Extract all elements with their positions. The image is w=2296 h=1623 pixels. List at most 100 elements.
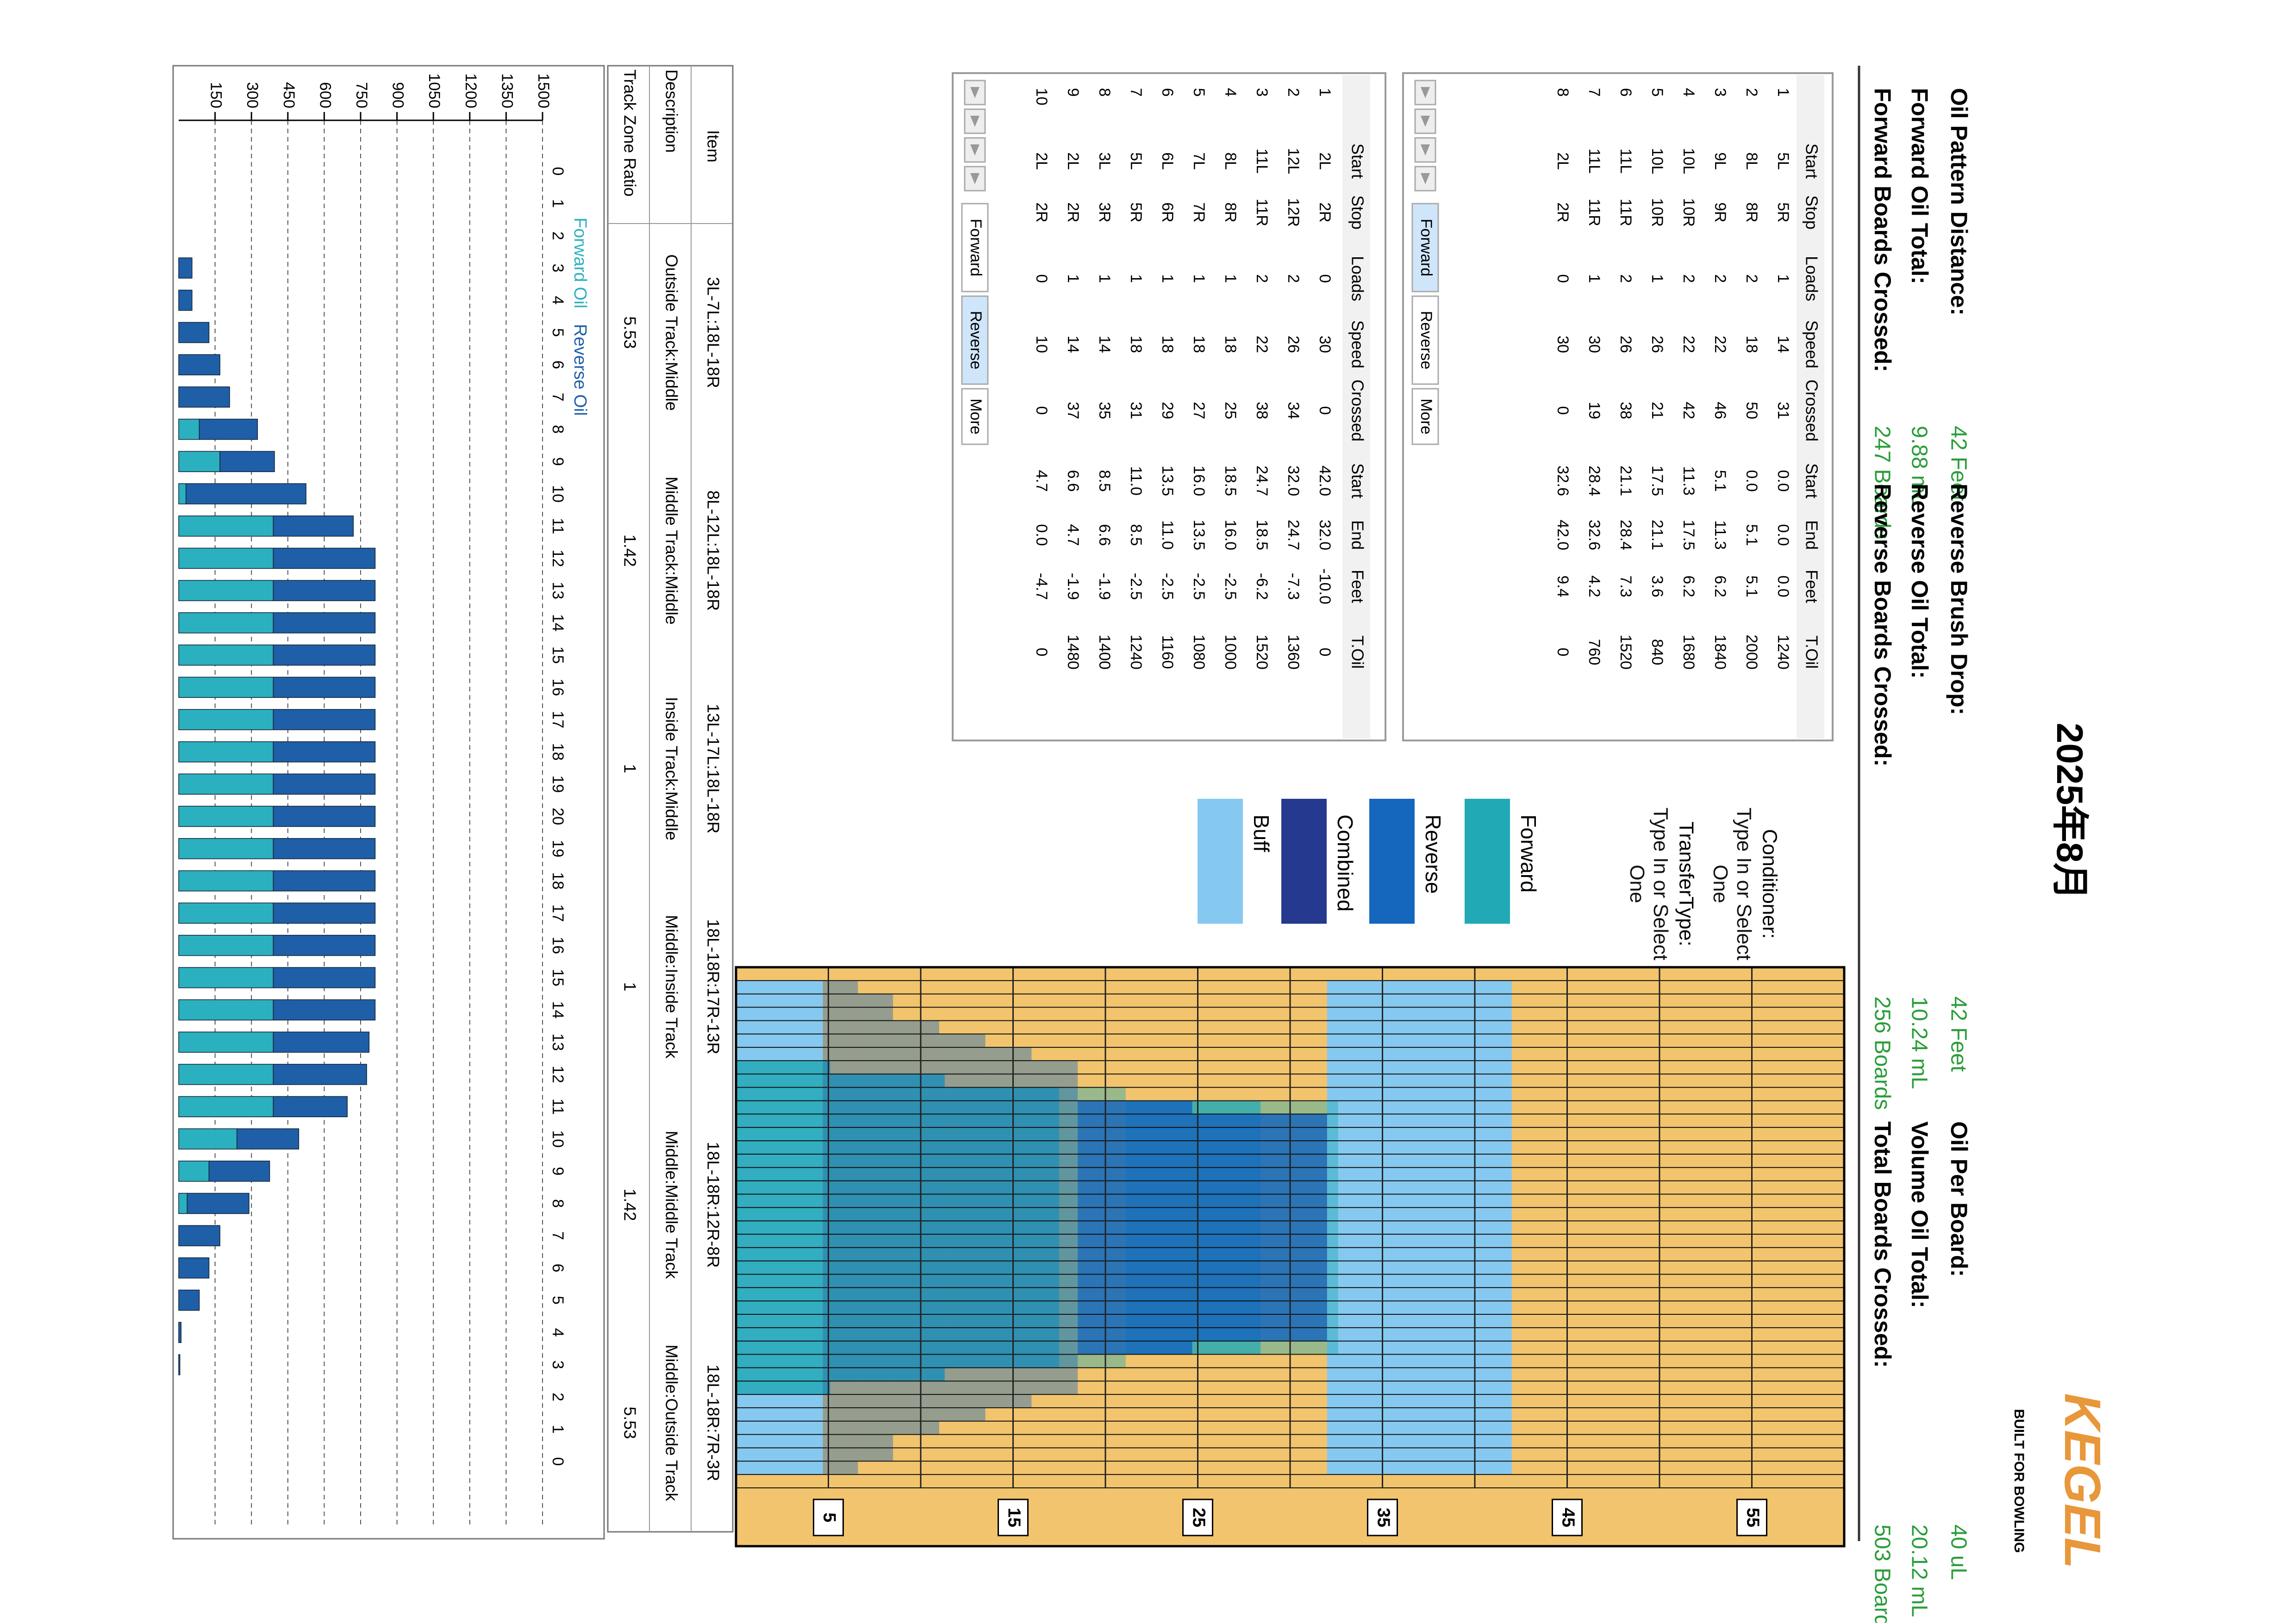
- table-cell: 2R: [1316, 202, 1334, 222]
- oil-load: [830, 1074, 945, 1381]
- zone-row-header: Track Zone Ratio: [620, 69, 639, 197]
- table-cell: 18: [1159, 336, 1176, 353]
- table-cell: 4.7: [1033, 470, 1050, 491]
- table-cell: 2: [1617, 274, 1635, 283]
- table-cell: 2R: [1033, 202, 1050, 222]
- bar: [273, 709, 376, 730]
- table-cell: 7.3: [1617, 575, 1635, 597]
- table-cell: 10R: [1648, 198, 1666, 227]
- column-header: End: [1348, 520, 1367, 550]
- tab[interactable]: [1411, 388, 1439, 445]
- bar: [273, 935, 376, 956]
- bar: [178, 644, 274, 666]
- table-cell: 26: [1285, 336, 1302, 353]
- table-header-bg: [1342, 75, 1370, 739]
- x-tick-label: 1: [549, 1425, 567, 1434]
- legend-label: Buff: [1249, 815, 1273, 852]
- zone-cell: Outside Track:Middle: [662, 255, 681, 411]
- table-cell: 10L: [1648, 148, 1666, 174]
- bar: [178, 386, 230, 408]
- table-cell: 2: [1743, 274, 1760, 283]
- table-cell: 29: [1159, 402, 1176, 419]
- table-cell: 8R: [1743, 202, 1760, 222]
- table-cell: 6.6: [1096, 524, 1113, 546]
- column-header: Speed: [1348, 320, 1367, 368]
- table-cell: 5L: [1127, 152, 1145, 170]
- column-header: T.Oil: [1802, 635, 1821, 669]
- bar: [178, 902, 274, 924]
- bar: [178, 290, 193, 311]
- tab[interactable]: [961, 295, 989, 385]
- table-cell: 21.1: [1617, 466, 1635, 496]
- table-cell: -2.5: [1190, 573, 1208, 600]
- distance-box: [1552, 1499, 1583, 1536]
- table-cell: 11L: [1253, 149, 1271, 174]
- table-cell: 17.5: [1680, 520, 1697, 550]
- table-cell: 7L: [1190, 152, 1208, 170]
- field-value[interactable]: Type In or Select One: [1626, 807, 1672, 961]
- zone-cell: Inside Track:Middle: [662, 697, 681, 840]
- column-header: Feet: [1802, 570, 1821, 603]
- table-cell: 16.0: [1190, 466, 1208, 496]
- field-box: Type In or Select One: [1709, 807, 1755, 961]
- bar: [178, 999, 274, 1020]
- scroll-arrow: [970, 173, 980, 184]
- table-cell: 0.0: [1774, 470, 1792, 491]
- column-header: Feet: [1348, 570, 1367, 603]
- tab[interactable]: [1411, 295, 1439, 385]
- bar: [273, 967, 376, 989]
- stat-label: Total Boards Crossed:: [1870, 1121, 1896, 1368]
- bar: [273, 677, 376, 698]
- zone-cell: 18L-18R:17R-13R: [704, 919, 723, 1054]
- table-cell: 1: [1064, 274, 1082, 283]
- table-cell: 5R: [1774, 202, 1792, 222]
- bar: [273, 773, 376, 795]
- field-value[interactable]: Type In or Select One: [1709, 807, 1755, 961]
- table-cell: 22: [1680, 336, 1697, 353]
- y-tick-label: 1350: [498, 73, 516, 108]
- bar: [178, 709, 274, 730]
- table-cell: 22: [1253, 336, 1271, 353]
- zone-row-header: Description: [662, 69, 681, 153]
- bar: [273, 902, 376, 924]
- x-tick-label: 14: [549, 1001, 567, 1019]
- column-header: End: [1802, 520, 1821, 550]
- table-cell: 24.7: [1253, 466, 1271, 496]
- table-cell: 18: [1743, 336, 1760, 353]
- table-cell: -10.0: [1316, 568, 1334, 604]
- table-cell: 10: [1033, 336, 1050, 353]
- y-tick-label: 150: [207, 82, 225, 108]
- x-tick-label: 15: [549, 969, 567, 987]
- x-tick-label: 15: [549, 647, 567, 664]
- bar: [178, 1063, 274, 1085]
- stat-value: 503 Boards: [1870, 1524, 1894, 1623]
- x-tick-label: 8: [549, 1199, 567, 1208]
- scroll-arrow: [970, 87, 980, 98]
- table-cell: 3R: [1096, 202, 1113, 222]
- table-cell: 1: [1222, 274, 1239, 283]
- table-cell: 1520: [1617, 634, 1635, 670]
- zone-cell: 8L-12L:18L-18R: [704, 491, 723, 611]
- table-cell: 1240: [1774, 634, 1792, 670]
- tab[interactable]: [961, 388, 989, 445]
- table-cell: 2L: [1033, 152, 1050, 170]
- bar: [273, 806, 376, 827]
- bar: [273, 1096, 348, 1118]
- table-cell: -2.5: [1127, 573, 1145, 600]
- bar: [178, 547, 274, 569]
- table-cell: 9R: [1711, 202, 1729, 222]
- distance-label: 35: [1373, 1508, 1393, 1527]
- stat-value: 10.24 mL: [1907, 996, 1931, 1089]
- table-cell: 9L: [1711, 152, 1729, 170]
- table-cell: 1240: [1127, 634, 1145, 670]
- bar: [273, 741, 376, 763]
- table-cell: 50: [1743, 402, 1760, 419]
- table-cell: 5.1: [1711, 470, 1729, 491]
- bar: [178, 1289, 200, 1311]
- table-cell: 32.0: [1285, 466, 1302, 496]
- tab[interactable]: [961, 203, 989, 292]
- tab[interactable]: [1411, 203, 1439, 292]
- table-cell: 18.5: [1253, 520, 1271, 550]
- bar: [273, 1032, 370, 1053]
